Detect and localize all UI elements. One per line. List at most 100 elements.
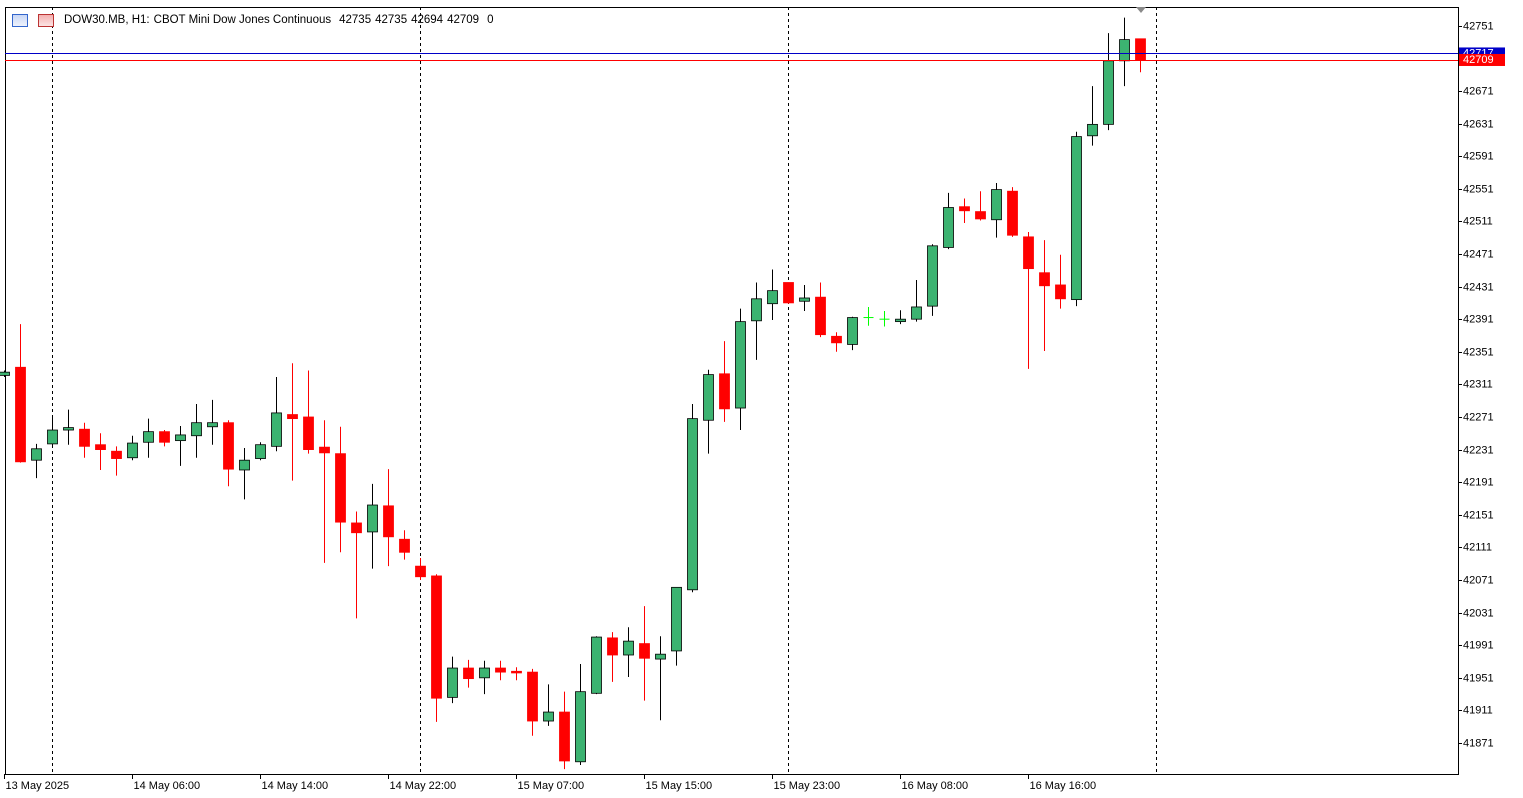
y-tick-label: 42231 [1463, 444, 1494, 456]
candle-body [1119, 39, 1130, 62]
x-tick-label: 14 May 22:00 [390, 780, 457, 792]
candle-body [175, 434, 186, 442]
description: CBOT Mini Dow Jones Continuous [153, 14, 332, 26]
candle-body [463, 667, 474, 680]
y-tick-label: 42471 [1463, 248, 1494, 260]
candle-body [335, 453, 346, 523]
candle-body [367, 504, 378, 533]
price-label-box [1459, 53, 1505, 66]
candle-body [399, 538, 410, 553]
x-tick-label: 15 May 23:00 [774, 780, 841, 792]
candle-body [95, 444, 106, 450]
header-volume: 0 [487, 14, 494, 26]
candle-body [991, 189, 1002, 221]
y-tick-label: 42111 [1463, 541, 1492, 553]
candle-body [447, 667, 458, 698]
y-tick-label: 42751 [1463, 20, 1494, 32]
candle-body [479, 667, 490, 679]
candle-body [911, 306, 922, 320]
x-tick-label: 16 May 08:00 [902, 780, 969, 792]
y-tick-label: 42151 [1463, 509, 1494, 521]
candle-body [815, 296, 826, 336]
candle-body [287, 414, 298, 420]
candle-body [271, 412, 282, 447]
candle-body [1007, 190, 1018, 236]
candle-body [351, 522, 362, 534]
candle-body [303, 416, 314, 450]
candle-body [1071, 136, 1082, 301]
icon[interactable] [38, 13, 54, 27]
candle-body [767, 290, 778, 305]
candle-body [143, 431, 154, 443]
candle-body [511, 670, 522, 674]
candle-body [1055, 284, 1066, 300]
candle-body [1103, 60, 1114, 125]
candle-body [847, 317, 858, 345]
y-tick-label: 42591 [1463, 150, 1494, 162]
y-tick-label: 41871 [1463, 737, 1494, 749]
candle-body [0, 371, 10, 376]
candle-body [127, 442, 138, 459]
y-tick-label: 41991 [1463, 639, 1494, 651]
y-tick-label: 42071 [1463, 574, 1494, 586]
candle-body [607, 637, 618, 656]
candle-body [63, 427, 74, 431]
candle-body [191, 422, 202, 437]
candle-body [623, 640, 634, 656]
candle-body [575, 691, 586, 763]
plot-frame [5, 7, 1459, 775]
y-tick-label: 42191 [1463, 476, 1494, 488]
candle-body [495, 667, 506, 673]
y-tick-label: 41951 [1463, 672, 1494, 684]
chart-header: DOW30.MB, H1: CBOT Mini Dow Jones Contin… [12, 12, 497, 28]
y-tick-label: 41911 [1463, 704, 1493, 716]
x-tick-label: 13 May 2025 [6, 780, 70, 792]
candle-body [559, 711, 570, 762]
y-tick-label: 42431 [1463, 281, 1494, 293]
y-tick-label: 42391 [1463, 313, 1494, 325]
candle-body [543, 711, 554, 722]
candle-body [687, 418, 698, 591]
candle-body [831, 335, 842, 344]
candle-body [31, 448, 42, 461]
candle-body [255, 444, 266, 459]
candle-body [111, 450, 122, 459]
candle-body [639, 643, 650, 659]
candle-body [431, 575, 442, 699]
candle-body [655, 653, 666, 660]
candle-body [927, 245, 938, 307]
candle-body [799, 297, 810, 302]
y-tick-label: 42631 [1463, 118, 1494, 130]
header-close: 42709 [447, 14, 480, 26]
candle-body [319, 446, 330, 454]
icon[interactable] [12, 13, 28, 27]
candle-body [15, 366, 26, 463]
candle-body [1023, 236, 1034, 270]
y-tick-label: 42031 [1463, 607, 1494, 619]
candle-body [783, 282, 794, 304]
candle-body [959, 206, 970, 212]
candle-body [383, 505, 394, 538]
x-tick-label: 14 May 14:00 [262, 780, 329, 792]
header-low: 42694 [411, 14, 444, 26]
price-label: 42709 [1463, 54, 1494, 66]
candle-body [1135, 38, 1146, 61]
y-tick-label: 42511 [1463, 215, 1493, 227]
symbol: DOW30.MB, H1: [64, 14, 150, 26]
candle-body [159, 431, 170, 443]
candle-body [239, 459, 250, 471]
shift-marker [1136, 7, 1146, 13]
candle-body [1039, 272, 1050, 287]
x-tick-label: 16 May 16:00 [1030, 780, 1097, 792]
candle-body [671, 586, 682, 652]
y-tick-label: 42311 [1463, 378, 1493, 390]
candle-body [735, 321, 746, 409]
candle-body [527, 671, 538, 722]
x-tick-label: 14 May 06:00 [134, 780, 201, 792]
header-high: 42735 [375, 14, 408, 26]
candle-body [79, 428, 90, 447]
y-tick-label: 42551 [1463, 183, 1494, 195]
candle-body [703, 374, 714, 421]
